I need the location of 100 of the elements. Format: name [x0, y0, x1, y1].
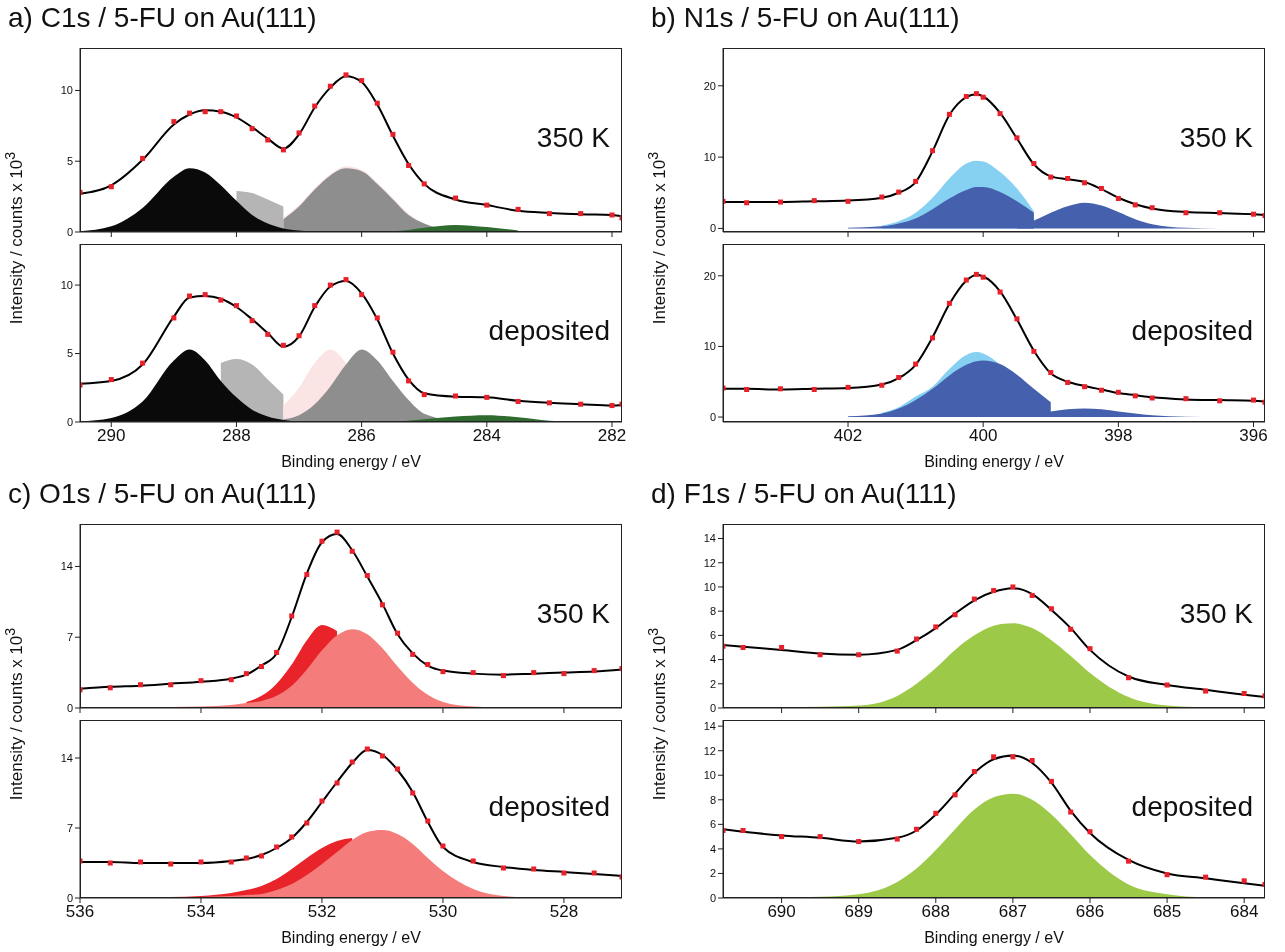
y-tick-label: 10: [60, 84, 73, 97]
point: [1048, 778, 1054, 784]
point: [515, 206, 521, 212]
x-axis-title: Binding energy / eV: [280, 928, 422, 948]
point: [108, 377, 114, 383]
point: [1183, 210, 1189, 216]
point: [1010, 584, 1016, 590]
point: [406, 162, 412, 168]
point: [777, 386, 783, 392]
point: [991, 754, 997, 760]
point: [1082, 384, 1088, 390]
point: [258, 664, 264, 670]
point: [233, 303, 239, 309]
y-tick-label: 14: [703, 532, 716, 545]
line-series: [80, 279, 622, 407]
point: [1048, 370, 1054, 376]
annotation: deposited: [488, 315, 610, 347]
point: [811, 387, 817, 393]
point: [425, 818, 431, 824]
point: [546, 211, 552, 217]
point: [243, 855, 249, 861]
y-tick-label: 8: [709, 605, 716, 618]
x-tick-label: 402: [833, 426, 863, 446]
x-tick-label: 288: [222, 426, 251, 446]
annotation: 350 K: [536, 122, 610, 154]
x-tick-label: 687: [998, 902, 1028, 922]
point: [425, 662, 431, 668]
point: [997, 111, 1003, 117]
y-tick-label: 14: [703, 720, 716, 733]
point: [359, 78, 365, 84]
point: [327, 282, 333, 288]
point: [879, 194, 885, 200]
point: [334, 780, 340, 786]
point: [198, 678, 204, 684]
x-tick-label: 688: [921, 902, 950, 922]
point: [312, 303, 318, 309]
point: [896, 375, 902, 380]
point: [1126, 858, 1132, 864]
point: [973, 271, 979, 277]
y-tick-label: 2: [709, 677, 716, 690]
point: [997, 289, 1003, 295]
annotation: deposited: [1131, 315, 1253, 347]
point: [609, 403, 615, 409]
point: [484, 394, 490, 400]
x-tick-label: 290: [97, 426, 126, 446]
point: [546, 400, 552, 406]
point: [289, 613, 295, 619]
point: [856, 839, 862, 845]
point: [811, 198, 817, 204]
point: [531, 670, 537, 676]
x-tick-label: 284: [472, 426, 501, 446]
point: [187, 110, 193, 116]
point: [390, 349, 396, 355]
point: [933, 624, 939, 630]
x-axis-title: Binding energy / eV: [923, 928, 1065, 948]
point: [228, 677, 234, 683]
point: [359, 292, 365, 298]
point: [1087, 829, 1093, 835]
point: [1082, 180, 1088, 186]
point: [202, 292, 208, 298]
point: [933, 810, 939, 816]
point: [265, 331, 271, 337]
point: [187, 293, 193, 299]
point: [108, 184, 114, 190]
chart-title: a) C1s / 5-FU on Au(111): [8, 2, 317, 34]
point: [930, 335, 935, 341]
y-tick-label: 14: [60, 751, 73, 764]
x-tick-label: 286: [347, 426, 376, 446]
point: [1048, 174, 1054, 180]
point: [740, 644, 746, 650]
point: [578, 211, 584, 217]
point: [591, 870, 597, 876]
point: [1149, 205, 1155, 211]
point: [946, 111, 952, 117]
point: [289, 834, 295, 840]
point: [440, 843, 446, 849]
y-tick-label: 0: [709, 410, 716, 423]
point: [779, 834, 785, 840]
point: [1164, 682, 1170, 688]
y-tick-label: 5: [66, 347, 73, 360]
line-series: [723, 754, 1265, 887]
point: [343, 72, 349, 78]
point: [364, 746, 370, 752]
y-tick-label: 0: [66, 225, 73, 238]
point: [1132, 202, 1138, 208]
point: [171, 315, 177, 321]
point: [856, 652, 862, 658]
x-axis-title: Binding energy / eV: [923, 452, 1065, 472]
point: [343, 277, 349, 283]
y-tick-label: 6: [709, 818, 716, 831]
annotation: deposited: [488, 791, 610, 823]
point: [243, 671, 249, 677]
point: [379, 753, 385, 759]
point: [1132, 393, 1138, 399]
point: [894, 836, 900, 842]
point: [515, 398, 521, 404]
y-tick-label: 7: [66, 821, 73, 834]
point: [410, 651, 416, 657]
point: [327, 83, 333, 89]
point: [971, 596, 977, 602]
